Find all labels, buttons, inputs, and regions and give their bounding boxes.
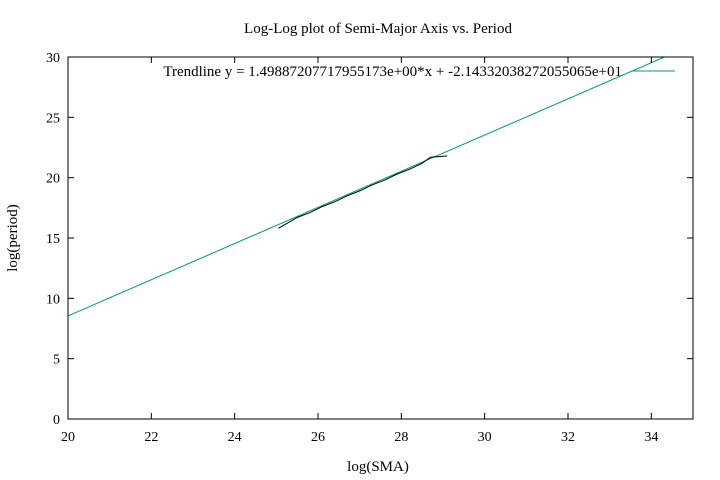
x-axis-label: log(SMA) bbox=[347, 459, 409, 475]
y-tick-label: 15 bbox=[46, 232, 60, 247]
y-tick-label: 10 bbox=[46, 292, 60, 307]
data-series-line bbox=[278, 155, 448, 229]
legend-label-trendline: Trendline y = 1.49887207717955173e+00*x … bbox=[163, 64, 622, 80]
plot-area bbox=[67, 56, 665, 317]
x-tick-label: 24 bbox=[228, 430, 242, 445]
x-axis: 20 22 24 26 28 30 32 34 bbox=[61, 57, 658, 445]
y-tick-label: 20 bbox=[46, 172, 60, 187]
x-tick-label: 30 bbox=[478, 430, 492, 445]
trendline-series bbox=[67, 56, 665, 317]
y-tick-label: 30 bbox=[46, 51, 60, 66]
x-tick-label: 26 bbox=[311, 430, 325, 445]
y-tick-label: 25 bbox=[46, 111, 60, 126]
y-axis: 0 5 10 15 20 25 30 bbox=[46, 51, 693, 428]
x-tick-label: 34 bbox=[644, 430, 658, 445]
x-tick-label: 28 bbox=[394, 430, 408, 445]
y-tick-label: 5 bbox=[53, 353, 60, 368]
y-tick-label: 0 bbox=[53, 413, 60, 428]
x-tick-label: 32 bbox=[561, 430, 575, 445]
x-tick-label: 22 bbox=[144, 430, 158, 445]
chart-title: Log-Log plot of Semi-Major Axis vs. Peri… bbox=[244, 21, 512, 37]
y-axis-label: log(period) bbox=[5, 204, 21, 271]
x-tick-label: 20 bbox=[61, 430, 75, 445]
